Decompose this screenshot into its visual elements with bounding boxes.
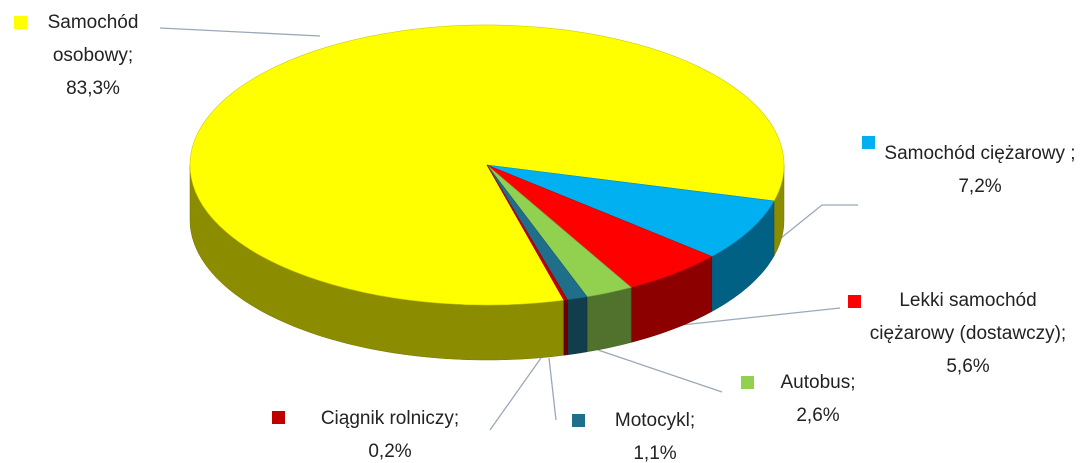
slice xyxy=(486,164,568,301)
value-label: 0,2% xyxy=(368,441,412,462)
slice xyxy=(486,164,775,257)
value-label: 1,1% xyxy=(633,443,677,463)
label: Autobus; 2,6% xyxy=(763,366,873,432)
leader-line xyxy=(548,357,557,421)
label: Samochód osobowy; 83,3% xyxy=(38,6,148,105)
legend-swatch xyxy=(272,411,285,424)
category-label: Samochód osobowy; xyxy=(47,12,139,66)
pie xyxy=(189,24,785,361)
value-label: 7,2% xyxy=(958,176,1002,197)
legend-swatch xyxy=(848,295,861,308)
category-label: Autobus; xyxy=(780,372,856,393)
slice-side xyxy=(563,299,568,356)
legend-swatch xyxy=(741,376,754,389)
category-label: Motocykl; xyxy=(614,410,696,431)
leader-line xyxy=(671,307,841,327)
slice-side xyxy=(567,296,588,356)
value-label: 83,3% xyxy=(66,78,120,99)
leader-line xyxy=(597,349,723,393)
value-label: 2,6% xyxy=(796,405,840,426)
label: Samochód ciężarowy ; 7,2% xyxy=(880,137,1080,203)
label: Ciągnik rolniczy; 0,2% xyxy=(295,402,485,463)
slice-side xyxy=(586,287,632,353)
legend-swatch xyxy=(14,16,27,29)
category-label: Samochód ciężarowy ; xyxy=(884,143,1076,164)
category-label: Lekki samochód ciężarowy (dostawczy); xyxy=(869,290,1067,344)
value-label: 5,6% xyxy=(946,356,990,377)
legend-swatch xyxy=(862,136,875,149)
leader-line xyxy=(489,357,542,431)
leader-line xyxy=(159,27,321,37)
legend-swatch xyxy=(572,414,585,427)
label: Lekki samochód ciężarowy (dostawczy); 5,6… xyxy=(868,284,1068,383)
category-label: Ciągnik rolniczy; xyxy=(320,408,460,429)
label: Motocykl; 1,1% xyxy=(595,404,715,463)
